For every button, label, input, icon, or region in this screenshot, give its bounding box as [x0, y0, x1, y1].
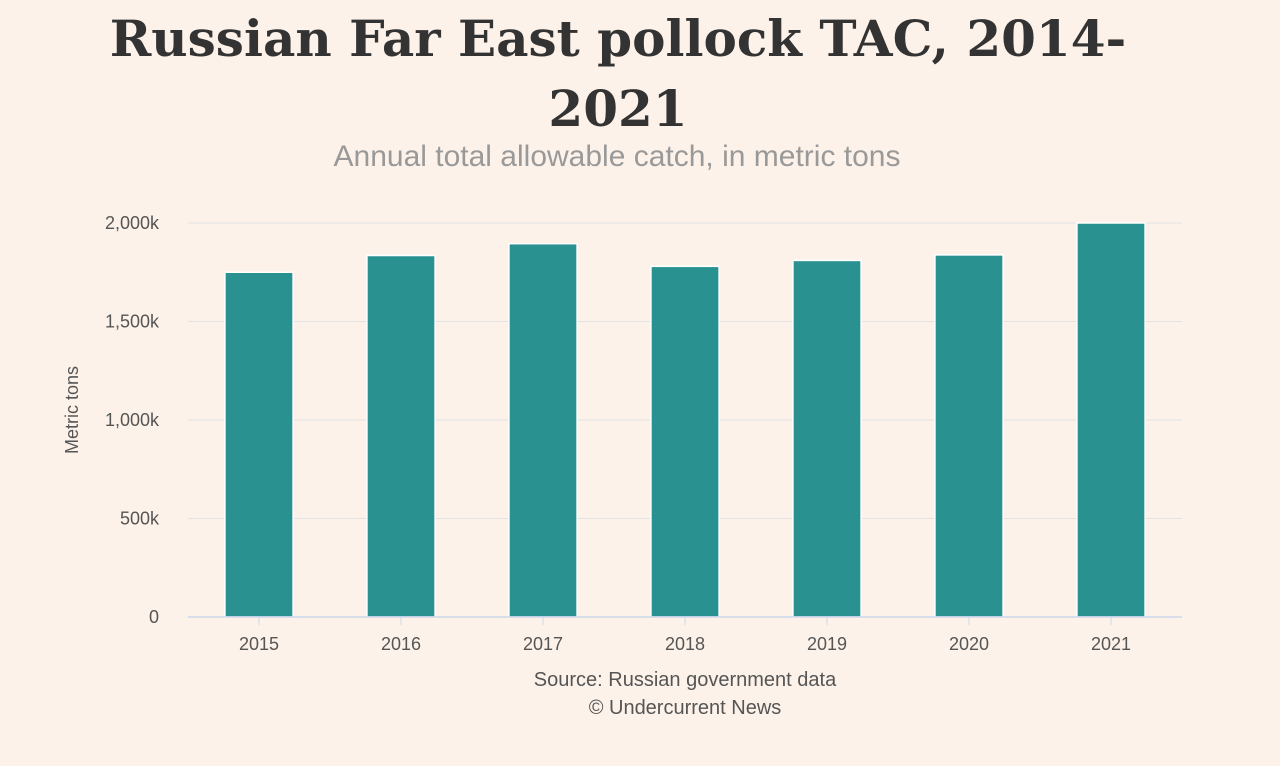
- bar-2017[interactable]: [508, 242, 578, 618]
- source-note: Source: Russian government data © Underc…: [385, 666, 985, 722]
- y-tick-label: 1,000k: [105, 410, 160, 430]
- bar-2016[interactable]: [366, 254, 436, 618]
- x-tick-label: 2015: [239, 634, 279, 654]
- y-tick-label: 0: [149, 607, 159, 627]
- axes: 0 500k 1,000k 1,500k 2,000k 2015 2016 2017 2018 2…: [105, 213, 1182, 654]
- source-text: Source: Russian government data: [533, 669, 837, 691]
- x-tick-label: 2017: [523, 634, 563, 654]
- bars: [224, 222, 1146, 618]
- bar-2021[interactable]: [1076, 222, 1146, 618]
- y-tick-label: 1,500k: [105, 312, 160, 332]
- y-axis-title: Metric tons: [62, 366, 82, 454]
- bar-2020[interactable]: [934, 254, 1004, 618]
- bar-2018[interactable]: [650, 265, 720, 618]
- bar-2019[interactable]: [792, 259, 862, 618]
- y-tick-label: 2,000k: [105, 213, 160, 233]
- chart-title: Russian Far East pollock TAC, 2014-2021: [109, 9, 1127, 138]
- x-tick-label: 2019: [807, 634, 847, 654]
- y-tick-label: 500k: [120, 509, 160, 529]
- chart-subtitle: Annual total allowable catch, in metric …: [333, 140, 901, 173]
- x-tick-label: 2020: [949, 634, 989, 654]
- x-tick-label: 2016: [381, 634, 421, 654]
- bar-2015[interactable]: [224, 271, 294, 618]
- x-tick-label: 2021: [1091, 634, 1131, 654]
- x-tick-label: 2018: [665, 634, 705, 654]
- credit-text: © Undercurrent News: [588, 697, 782, 719]
